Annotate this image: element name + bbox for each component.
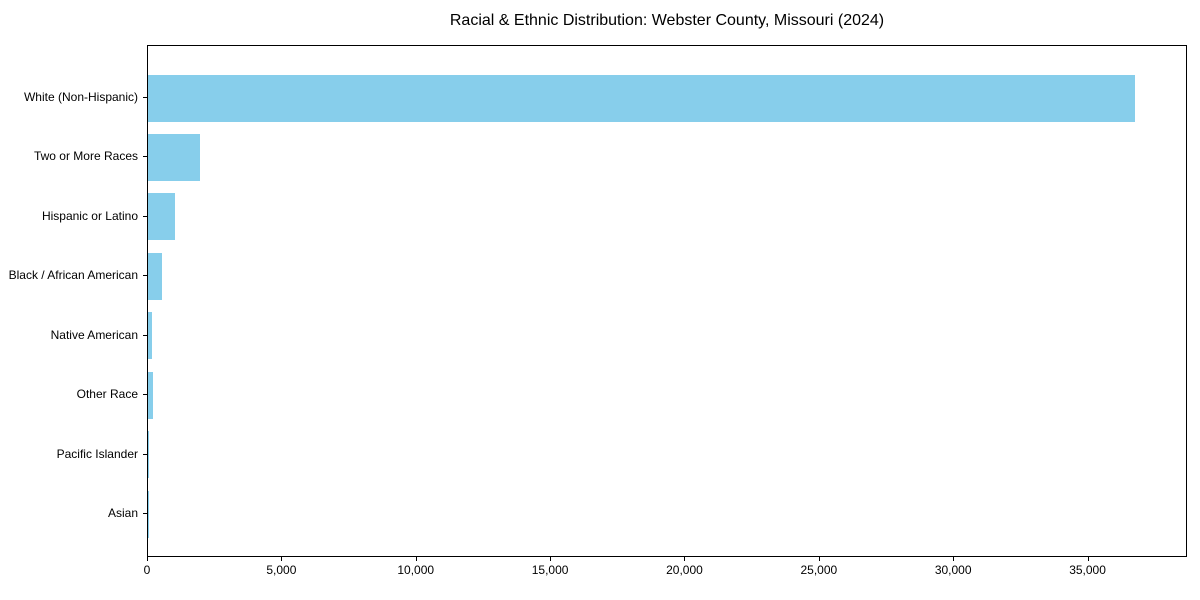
x-tick-label: 10,000 <box>397 563 435 577</box>
chart-title: Racial & Ethnic Distribution: Webster Co… <box>449 12 885 29</box>
y-tick-mark <box>143 453 147 455</box>
y-tick-label: Other Race <box>76 387 138 402</box>
y-tick-mark <box>143 275 147 277</box>
bar-pacific-islander <box>148 431 149 479</box>
y-tick-label: Black / African American <box>8 268 138 283</box>
y-tick-label: Hispanic or Latino <box>41 208 138 223</box>
x-tick-label: 15,000 <box>531 563 569 577</box>
y-tick-label: White (Non-Hispanic) <box>23 90 138 104</box>
bar-hispanic-or-latino <box>148 193 175 241</box>
y-tick-mark <box>143 97 147 98</box>
bar-black-african-american <box>148 252 162 300</box>
y-tick-mark <box>143 394 147 396</box>
y-tick-mark <box>143 334 147 336</box>
x-tick-label: 0 <box>143 563 151 577</box>
x-tick-mark <box>1087 557 1089 561</box>
x-tick-mark <box>818 557 820 561</box>
x-tick-label: 5,000 <box>266 563 297 577</box>
y-tick-mark <box>143 215 147 217</box>
x-tick-mark <box>147 557 148 561</box>
y-tick-label: Two or More Races <box>33 149 138 164</box>
bar-other-race <box>148 371 154 419</box>
x-tick-label: 35,000 <box>1069 563 1106 577</box>
y-tick-label: Asian <box>107 506 138 520</box>
x-tick-mark <box>684 557 686 561</box>
bar-two-or-more-races <box>148 133 200 181</box>
x-tick-label: 20,000 <box>666 563 703 577</box>
x-tick-label: 25,000 <box>800 563 838 577</box>
x-tick-mark <box>415 557 417 561</box>
y-tick-label: Pacific Islander <box>56 446 138 461</box>
x-tick-label: 30,000 <box>934 563 972 577</box>
bar-asian <box>148 490 149 538</box>
x-tick-mark <box>281 557 283 561</box>
y-tick-mark <box>143 156 147 158</box>
bar-native-american <box>148 312 153 360</box>
y-tick-mark <box>143 513 147 514</box>
x-tick-mark <box>953 557 955 561</box>
bar-white-non-hispanic <box>148 74 1136 122</box>
y-tick-label: Native American <box>50 327 138 342</box>
x-tick-mark <box>550 557 552 561</box>
plot-area <box>147 45 1187 557</box>
